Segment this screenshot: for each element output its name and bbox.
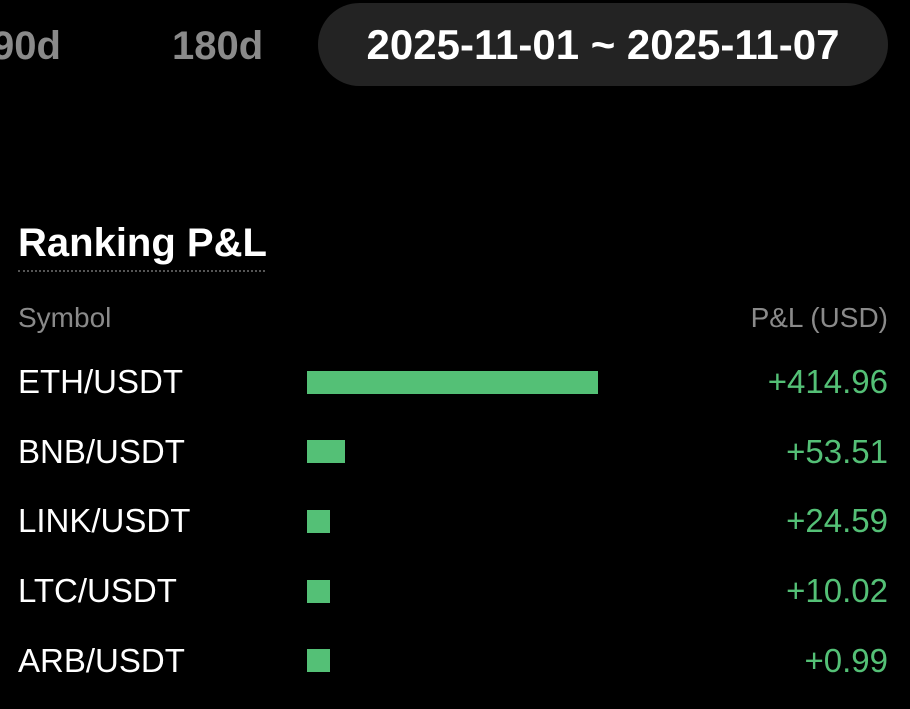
symbol: ETH/USDT (18, 363, 183, 400)
pnl-bar (307, 370, 598, 394)
pnl-value: +0.99 (804, 641, 889, 679)
column-header: P&L (USD) (750, 302, 888, 333)
pnl-value: +24.59 (786, 502, 888, 540)
tab-180d[interactable]: 180d (172, 24, 264, 68)
symbol: LTC/USDT (18, 572, 177, 610)
pnl-bar (307, 509, 330, 533)
symbol: LINK/USDT (18, 502, 191, 540)
symbol: BNB/USDT (18, 432, 185, 470)
pnl-bar (307, 579, 330, 603)
column-header: Symbol (18, 302, 112, 333)
symbol: ARB/USDT (18, 641, 185, 679)
pnl-bar (307, 440, 345, 464)
pnl-value: +414.96 (767, 363, 888, 400)
pnl-value: +53.51 (786, 432, 888, 470)
pnl-value: +10.02 (786, 572, 888, 610)
tab-90d[interactable]: 90d (0, 24, 61, 68)
pnl-bar (307, 649, 330, 673)
section-title: Ranking P&L (18, 218, 267, 272)
date-range[interactable]: 2025-11-01 ~ 2025-11-07 (318, 3, 888, 86)
